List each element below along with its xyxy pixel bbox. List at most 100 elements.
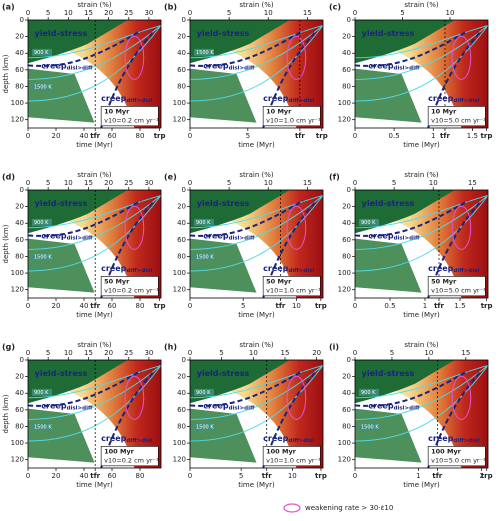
x2-tick-label: 30 bbox=[144, 9, 153, 17]
y-axis-label: depth (km) bbox=[2, 394, 10, 433]
x-tick-label: 80 bbox=[136, 302, 145, 310]
regime-sub: diff>disl bbox=[288, 267, 314, 273]
x2-tick-label: 10 bbox=[264, 179, 273, 187]
isotherm bbox=[355, 24, 488, 59]
temp-label: 900 K bbox=[196, 390, 211, 396]
regime-name: yield-stress bbox=[197, 368, 250, 377]
regime-name: creep bbox=[41, 231, 67, 240]
info-text: v10=1.0 cm yr⁻¹ bbox=[266, 456, 321, 464]
weakening-zone bbox=[451, 205, 472, 250]
x-tick-label: 0 bbox=[353, 302, 357, 310]
x2-tick-label: 15 bbox=[468, 179, 477, 187]
temp-label: 900 K bbox=[361, 390, 376, 396]
regime-sub: diff>disl bbox=[453, 97, 479, 103]
isotherm bbox=[28, 194, 161, 229]
y-tick-label: 120 bbox=[338, 456, 351, 464]
y-tick-label: 60 bbox=[342, 66, 351, 74]
y-tick-label: 80 bbox=[342, 82, 351, 90]
y-tick-label: 20 bbox=[342, 33, 351, 41]
green-deep bbox=[355, 68, 422, 123]
frame bbox=[189, 189, 324, 299]
panel-label: (e) bbox=[164, 173, 177, 182]
regime-label: creepdisl>diff bbox=[203, 231, 255, 241]
y-tick-label: 100 bbox=[173, 439, 186, 447]
regime-sub: disl>diff bbox=[67, 65, 93, 71]
y-axis-label: depth (km) bbox=[2, 54, 10, 93]
x2-tick-label: 15 bbox=[303, 179, 312, 187]
isotherm bbox=[28, 24, 161, 59]
x2-tick-label: 30 bbox=[144, 179, 153, 187]
y-tick-label: 100 bbox=[11, 99, 24, 107]
isotherm bbox=[28, 365, 161, 442]
y-tick-label: 120 bbox=[11, 286, 24, 294]
green-deep bbox=[28, 68, 95, 123]
legend: weakening rate > 30·ε̇10 bbox=[283, 503, 393, 513]
regime-name: yield-stress bbox=[362, 368, 415, 377]
y-tick-label: 80 bbox=[15, 252, 24, 260]
x2-tick-label: 5 bbox=[46, 179, 50, 187]
x-tick-label: 60 bbox=[108, 472, 117, 480]
temp-label: 1500 K bbox=[361, 424, 379, 430]
isotherm bbox=[28, 25, 161, 102]
panel-label: (d) bbox=[2, 173, 15, 182]
green-deep bbox=[190, 68, 257, 123]
y-tick-label: 0 bbox=[182, 356, 186, 364]
temp-badge bbox=[359, 388, 379, 396]
regime-boundary bbox=[355, 199, 469, 237]
x-tick-label: 0.5 bbox=[389, 132, 400, 140]
x-tick-label: trp bbox=[315, 472, 327, 480]
info-box bbox=[262, 276, 321, 297]
info-box bbox=[262, 446, 321, 467]
lithosphere bbox=[355, 190, 455, 234]
temp-label: 1500 K bbox=[196, 254, 214, 260]
regime-name: creep bbox=[203, 401, 229, 410]
x-tick-label: trp bbox=[154, 302, 166, 310]
regime-label: creepdiff>disl bbox=[101, 263, 152, 273]
regime-sub: disl>diff bbox=[229, 235, 255, 241]
x-tick-label: 0 bbox=[26, 472, 30, 480]
x2-tick-label: 0 bbox=[26, 179, 30, 187]
weakening-zone bbox=[124, 205, 145, 250]
isotherm bbox=[28, 365, 161, 420]
temp-label: 1500 K bbox=[34, 424, 52, 430]
y-tick-label: 80 bbox=[342, 252, 351, 260]
x2-tick-label: 5 bbox=[227, 179, 231, 187]
isotherm bbox=[190, 365, 323, 442]
x2-tick-label: 0 bbox=[26, 9, 30, 17]
x-tick-label: 40 bbox=[80, 132, 89, 140]
temp-badge bbox=[32, 423, 52, 431]
isotherm bbox=[190, 195, 323, 272]
x-axis-label: time (Myr) bbox=[238, 481, 275, 489]
regime-name: yield-stress bbox=[35, 28, 88, 37]
regime-name: creep bbox=[368, 401, 394, 410]
x2-tick-label: 0 bbox=[188, 9, 192, 17]
x-tick-label: 20 bbox=[52, 302, 61, 310]
y-tick-label: 0 bbox=[20, 186, 24, 194]
weakening-zone bbox=[124, 35, 145, 80]
info-text: v10=1.0 cm yr⁻¹ bbox=[266, 286, 321, 294]
x2-axis-label: strain (%) bbox=[77, 1, 112, 9]
y-tick-label: 0 bbox=[347, 16, 351, 24]
temp-badge bbox=[194, 253, 214, 261]
x2-tick-label: 10 bbox=[264, 9, 273, 17]
y-tick-label: 20 bbox=[342, 373, 351, 381]
frame bbox=[354, 189, 489, 299]
x2-tick-label: 10 bbox=[64, 179, 73, 187]
y-tick-label: 0 bbox=[20, 356, 24, 364]
field bbox=[28, 20, 161, 128]
lithosphere bbox=[190, 360, 290, 404]
y-tick-label: 80 bbox=[177, 422, 186, 430]
regime-boundary bbox=[190, 369, 304, 407]
x2-tick-label: 25 bbox=[124, 349, 133, 357]
x-tick-label: 0 bbox=[188, 472, 192, 480]
y-tick-label: 120 bbox=[173, 456, 186, 464]
y-tick-label: 40 bbox=[15, 219, 24, 227]
green-deep bbox=[190, 238, 257, 293]
regime-label: yield-stress bbox=[362, 28, 415, 37]
frame bbox=[354, 19, 489, 129]
